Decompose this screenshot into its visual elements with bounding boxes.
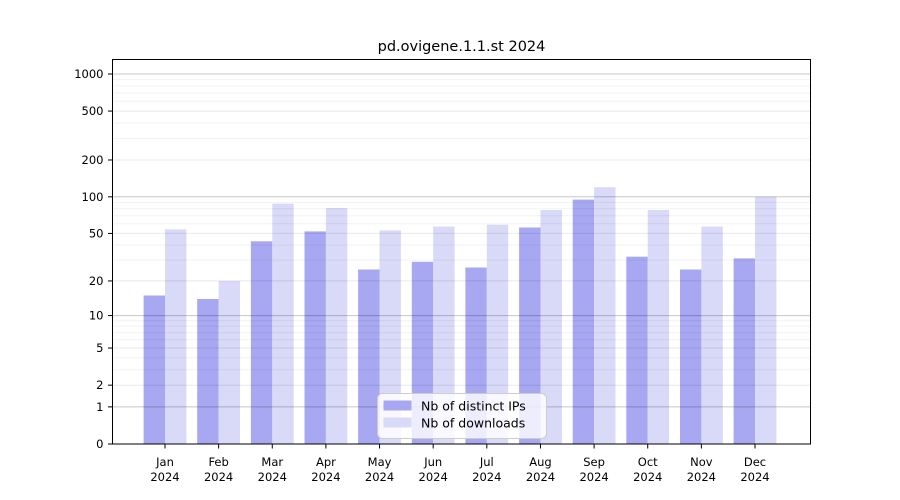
x-tick-label-year: 2024 (472, 470, 501, 484)
bar-downloads-jul (486, 224, 509, 444)
bar-distinct-ips-mar (250, 241, 273, 444)
x-tick-label-year: 2024 (687, 470, 716, 484)
bar-distinct-ips-sep (572, 199, 595, 444)
y-tick-label: 5 (96, 341, 103, 355)
bar-downloads-jun (433, 226, 455, 444)
x-tick-label-year: 2024 (526, 470, 555, 484)
x-tick-label-year: 2024 (633, 470, 662, 484)
y-tick-label: 20 (89, 274, 104, 288)
x-tick-label-month: Apr (316, 455, 336, 469)
y-tick-label: 200 (82, 153, 104, 167)
bar-distinct-ips-feb (197, 299, 219, 444)
x-tick-label-month: Feb (208, 455, 228, 469)
bar-downloads-aug (540, 210, 562, 444)
x-tick-label-year: 2024 (419, 470, 448, 484)
bar-downloads-oct (647, 210, 670, 444)
bar-distinct-ips-dec (733, 258, 755, 444)
legend-swatch-downloads (383, 417, 412, 428)
x-tick-label-year: 2024 (579, 470, 608, 484)
legend-swatch-distinct-ips (383, 400, 412, 411)
x-tick-label-month: Sep (583, 455, 605, 469)
y-tick-label: 1000 (74, 67, 103, 81)
x-tick-label-month: Oct (638, 455, 658, 469)
x-tick-label-year: 2024 (258, 470, 287, 484)
x-tick-label-month: Nov (690, 455, 713, 469)
x-tick-label-year: 2024 (150, 470, 179, 484)
bar-distinct-ips-aug (519, 227, 541, 444)
bar-distinct-ips-nov (680, 269, 702, 444)
bar-downloads-may (379, 230, 401, 444)
x-tick-label-year: 2024 (311, 470, 340, 484)
x-tick-label-month: Jan (155, 455, 174, 469)
legend: Nb of distinct IPs Nb of downloads (377, 393, 547, 439)
x-tick-label-month: Jun (423, 455, 442, 469)
bar-downloads-sep (594, 187, 616, 444)
x-tick-label-month: Mar (261, 455, 283, 469)
legend-box (377, 393, 547, 439)
y-tick-label: 50 (89, 226, 104, 240)
x-tick-label-month: Jul (479, 455, 494, 469)
bar-distinct-ips-may (358, 269, 380, 444)
plot-frame (112, 59, 811, 445)
bar-downloads-mar (272, 203, 294, 444)
y-tick-label: 500 (82, 104, 104, 118)
bar-distinct-ips-oct (626, 256, 648, 444)
bar-downloads-feb (218, 280, 240, 444)
ticks-layer: 01251020501002005001000Jan2024Feb2024Mar… (74, 67, 769, 484)
x-tick-label-year: 2024 (204, 470, 233, 484)
y-tick-label: 1 (96, 400, 103, 414)
bar-distinct-ips-apr (304, 231, 326, 444)
y-tick-label: 100 (82, 190, 104, 204)
x-tick-label-year: 2024 (740, 470, 769, 484)
bars-layer (143, 187, 777, 444)
bar-downloads-jan (165, 229, 187, 444)
bar-downloads-apr (325, 208, 348, 444)
grid-layer (112, 73, 811, 408)
x-tick-label-year: 2024 (365, 470, 394, 484)
bar-distinct-ips-jan (143, 295, 165, 444)
bar-downloads-dec (755, 196, 777, 444)
x-tick-label-month: Dec (744, 455, 766, 469)
x-tick-label-month: Aug (529, 455, 551, 469)
legend-label-downloads: Nb of downloads (421, 416, 525, 431)
y-tick-label: 0 (96, 437, 103, 451)
x-tick-label-month: May (368, 455, 392, 469)
legend-label-distinct-ips: Nb of distinct IPs (421, 399, 526, 414)
bar-downloads-nov (701, 226, 723, 444)
chart-title: pd.ovigene.1.1.st 2024 (378, 39, 546, 55)
y-tick-label: 10 (89, 309, 104, 323)
y-tick-label: 2 (96, 378, 103, 392)
